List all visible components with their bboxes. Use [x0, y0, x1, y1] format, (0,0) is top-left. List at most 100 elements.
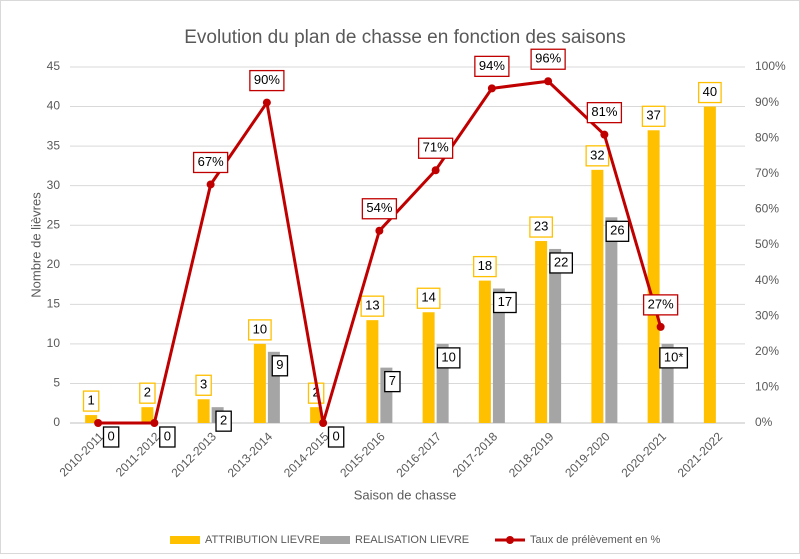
y2-tick-label: 10%: [755, 380, 779, 394]
data-label: 26: [605, 220, 630, 242]
line-marker: [262, 98, 271, 107]
bar: [549, 248, 562, 423]
line-marker: [487, 84, 496, 93]
data-label: 3: [195, 374, 212, 396]
data-label: 0: [159, 426, 176, 448]
data-label-text: 17: [498, 294, 512, 309]
data-label: 67%: [192, 151, 229, 174]
data-label-text: 10: [441, 349, 455, 364]
data-label: 81%: [586, 101, 623, 124]
bar: [197, 399, 210, 423]
data-label-text: 67%: [198, 154, 224, 169]
data-label: 40: [697, 81, 722, 104]
data-label: 0: [102, 426, 120, 448]
y-tick-label: 15: [47, 297, 61, 311]
data-label: 32: [585, 145, 610, 167]
bar: [605, 217, 618, 423]
data-label-text: 32: [590, 147, 604, 162]
y-tick-label: 40: [47, 99, 61, 113]
line-marker: [656, 322, 665, 331]
data-label-text: 1: [88, 393, 95, 408]
bar: [310, 407, 323, 423]
data-label-box: [492, 291, 517, 314]
bar: [492, 288, 505, 423]
y2-tick-label: 60%: [755, 202, 779, 216]
y-tick-label: 25: [47, 217, 61, 231]
data-label-text: 23: [534, 218, 548, 233]
bar: [647, 130, 660, 424]
data-label-box: [605, 220, 630, 242]
data-label-text: 10: [253, 321, 267, 336]
data-label-box: [82, 390, 100, 412]
data-label-box: [416, 287, 441, 309]
y2-tick-label: 30%: [755, 308, 779, 322]
data-label-box: [102, 426, 120, 448]
data-label-box: [529, 216, 554, 238]
data-label-text: 0: [108, 428, 115, 443]
data-label-text: 9: [276, 357, 283, 372]
line-marker: [94, 419, 103, 427]
data-label-box: [360, 295, 385, 317]
data-label-text: 14: [421, 290, 435, 305]
y-tick-label: 30: [47, 178, 61, 192]
bar: [703, 106, 716, 424]
chart-title: Evolution du plan de chasse en fonction …: [184, 27, 626, 48]
data-label: 10*: [659, 347, 689, 369]
data-label-box: [436, 347, 461, 369]
data-label-box: [472, 255, 497, 278]
data-label-text: 0: [333, 428, 340, 443]
data-label-box: [159, 426, 176, 448]
data-label-box: [585, 145, 610, 167]
data-label-text: 10*: [664, 349, 684, 364]
line-marker: [600, 130, 609, 139]
bar: [85, 415, 98, 423]
data-label-box: [139, 382, 156, 404]
data-label-box: [384, 370, 401, 393]
bar: [253, 343, 266, 423]
y-tick-label: 35: [47, 138, 61, 152]
data-label-text: 13: [365, 298, 379, 313]
data-label: 54%: [361, 198, 398, 220]
data-label: 13: [360, 295, 385, 317]
data-label: 27%: [642, 294, 679, 316]
bar: [591, 169, 604, 423]
y2-tick-label: 80%: [755, 130, 779, 144]
data-label: 17: [492, 291, 517, 314]
data-label-text: 2: [220, 413, 227, 428]
data-label-box: [659, 347, 689, 369]
line-marker: [375, 226, 384, 235]
y-tick-label: 5: [53, 376, 60, 390]
bar: [535, 241, 548, 423]
data-label: 10: [247, 319, 272, 341]
data-label-text: 26: [610, 223, 624, 238]
data-label: 2: [215, 410, 232, 432]
data-label-text: 90%: [254, 72, 280, 87]
line-marker: [319, 419, 328, 427]
data-label-text: 2: [313, 385, 320, 400]
data-label-box: [215, 410, 232, 432]
data-label-box: [247, 319, 272, 341]
bar: [141, 407, 154, 423]
data-label-box: [327, 426, 345, 448]
legend-label: REALISATION LIEVRE: [355, 534, 469, 546]
data-label: 18: [472, 255, 497, 278]
y-tick-label: 20: [47, 257, 61, 271]
data-label: 0: [327, 426, 345, 448]
line-marker: [206, 180, 215, 189]
data-label-text: 3: [200, 377, 207, 392]
y-tick-label: 0: [53, 415, 60, 429]
data-label: 23: [529, 216, 554, 238]
data-label-box: [642, 294, 679, 316]
data-label: 14: [416, 287, 441, 309]
data-label-text: 37: [646, 108, 660, 123]
legend-swatch: [170, 536, 200, 544]
data-label-text: 40: [703, 84, 717, 99]
data-label-box: [249, 69, 285, 92]
data-label: 1: [82, 390, 100, 412]
data-label-text: 0: [164, 428, 171, 443]
line-marker: [150, 419, 159, 427]
data-label-text: 22: [554, 254, 568, 269]
legend-swatch-marker: [506, 536, 514, 544]
data-label-box: [697, 81, 722, 104]
